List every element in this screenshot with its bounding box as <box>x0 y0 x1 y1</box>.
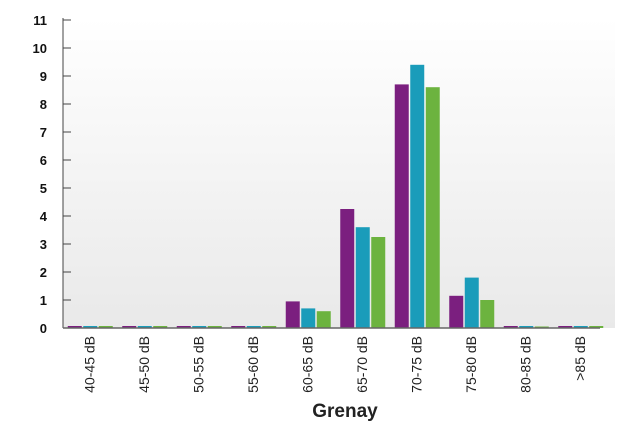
y-tick-label: 0 <box>40 321 47 336</box>
y-tick-label: 11 <box>33 13 47 28</box>
bar <box>480 300 495 328</box>
y-tick-label: 2 <box>40 265 47 280</box>
y-tick-label: 9 <box>40 69 47 84</box>
bar <box>83 326 98 328</box>
bar <box>176 326 191 328</box>
y-tick-label: 7 <box>40 125 47 140</box>
bar <box>207 326 222 328</box>
x-axis: 40-45 dB 45-50 dB 50-55 dB 55-60 dB 60-65 dB… <box>63 327 600 393</box>
x-tick-label: 50-55 dB <box>190 336 206 393</box>
bar <box>558 326 573 328</box>
y-axis: 0 1 2 3 4 5 6 7 8 9 10 11 <box>33 13 71 336</box>
bar <box>301 308 316 328</box>
bar <box>98 326 113 328</box>
bar <box>153 326 168 328</box>
bar <box>573 326 588 328</box>
bars <box>67 64 604 329</box>
bar <box>425 87 440 328</box>
y-tick-label: 5 <box>40 181 47 196</box>
bar <box>122 326 137 328</box>
bar <box>410 64 425 329</box>
bar <box>231 326 246 328</box>
bar <box>316 311 331 328</box>
bar <box>371 237 386 328</box>
bar <box>192 326 207 328</box>
x-tick-label: 75-80 dB <box>463 336 479 393</box>
x-tick-label: 80-85 dB <box>517 336 533 393</box>
y-tick-label: 6 <box>40 153 47 168</box>
bar <box>449 295 464 328</box>
x-axis-title: Grenay <box>312 401 378 422</box>
x-tick-label: 70-75 dB <box>408 336 424 393</box>
x-tick-label: >85 dB <box>572 336 588 381</box>
bar <box>262 326 277 328</box>
x-tick-label: 40-45 dB <box>81 336 97 393</box>
bar <box>519 326 534 328</box>
plot-background <box>63 18 615 328</box>
bar <box>246 326 261 328</box>
bar <box>137 326 152 328</box>
y-tick-label: 3 <box>40 237 47 252</box>
y-tick-label: 8 <box>40 97 47 112</box>
y-tick-label: 10 <box>33 41 47 56</box>
y-tick-label: 4 <box>40 209 48 224</box>
x-tick-label: 60-65 dB <box>299 336 315 393</box>
x-tick-label: 45-50 dB <box>136 336 152 393</box>
x-tick-label: 65-70 dB <box>354 336 370 393</box>
bar <box>394 84 409 329</box>
bar <box>340 209 355 328</box>
bar <box>503 326 518 328</box>
bar <box>355 227 370 328</box>
x-tick-label: 55-60 dB <box>245 336 261 393</box>
bar <box>67 326 82 328</box>
y-tick-label: 1 <box>40 293 47 308</box>
bar <box>464 277 479 328</box>
bar <box>589 326 604 328</box>
bar <box>285 301 300 328</box>
